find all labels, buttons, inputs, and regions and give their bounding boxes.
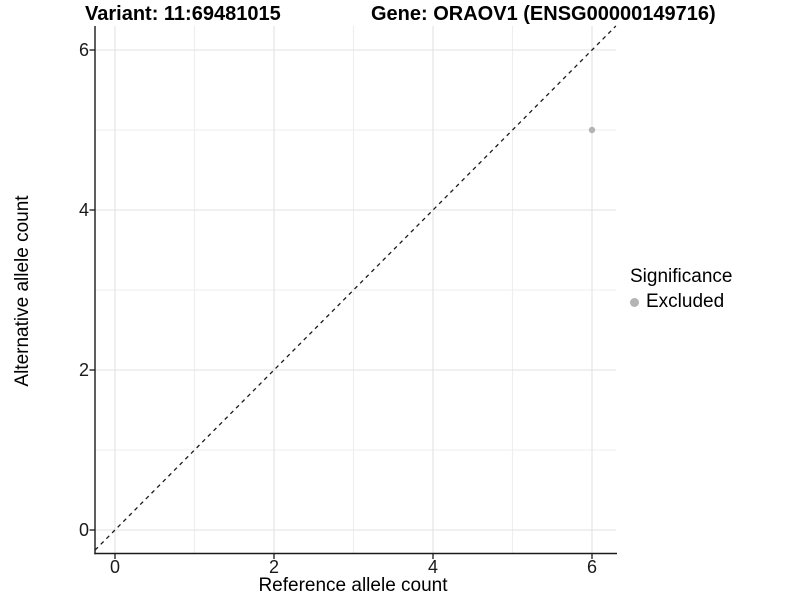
y-tick-label: 6 bbox=[78, 40, 89, 60]
data-point-excluded bbox=[588, 126, 596, 134]
x-tick-label: 4 bbox=[427, 557, 438, 577]
identity-line bbox=[94, 25, 617, 551]
y-tick-label: 0 bbox=[78, 520, 89, 540]
legend-item-excluded: Excluded bbox=[630, 291, 732, 313]
legend-item-label: Excluded bbox=[646, 291, 725, 312]
x-tick-label: 6 bbox=[586, 557, 597, 577]
y-tick-label: 4 bbox=[78, 200, 89, 220]
excluded-point-swatch bbox=[630, 297, 639, 307]
plot-title-variant: Variant: 11:69481015 bbox=[85, 3, 281, 25]
y-axis-title: Alternative allele count bbox=[12, 195, 33, 387]
x-tick-label: 2 bbox=[268, 557, 279, 577]
x-tick-label: 0 bbox=[109, 557, 120, 577]
legend: Significance Excluded bbox=[630, 266, 732, 313]
x-axis-title: Reference allele count bbox=[258, 575, 448, 596]
y-tick-label: 2 bbox=[78, 360, 89, 380]
legend-title: Significance bbox=[630, 266, 733, 287]
plot-title-gene: Gene: ORAOV1 (ENSG00000149716) bbox=[371, 3, 716, 25]
